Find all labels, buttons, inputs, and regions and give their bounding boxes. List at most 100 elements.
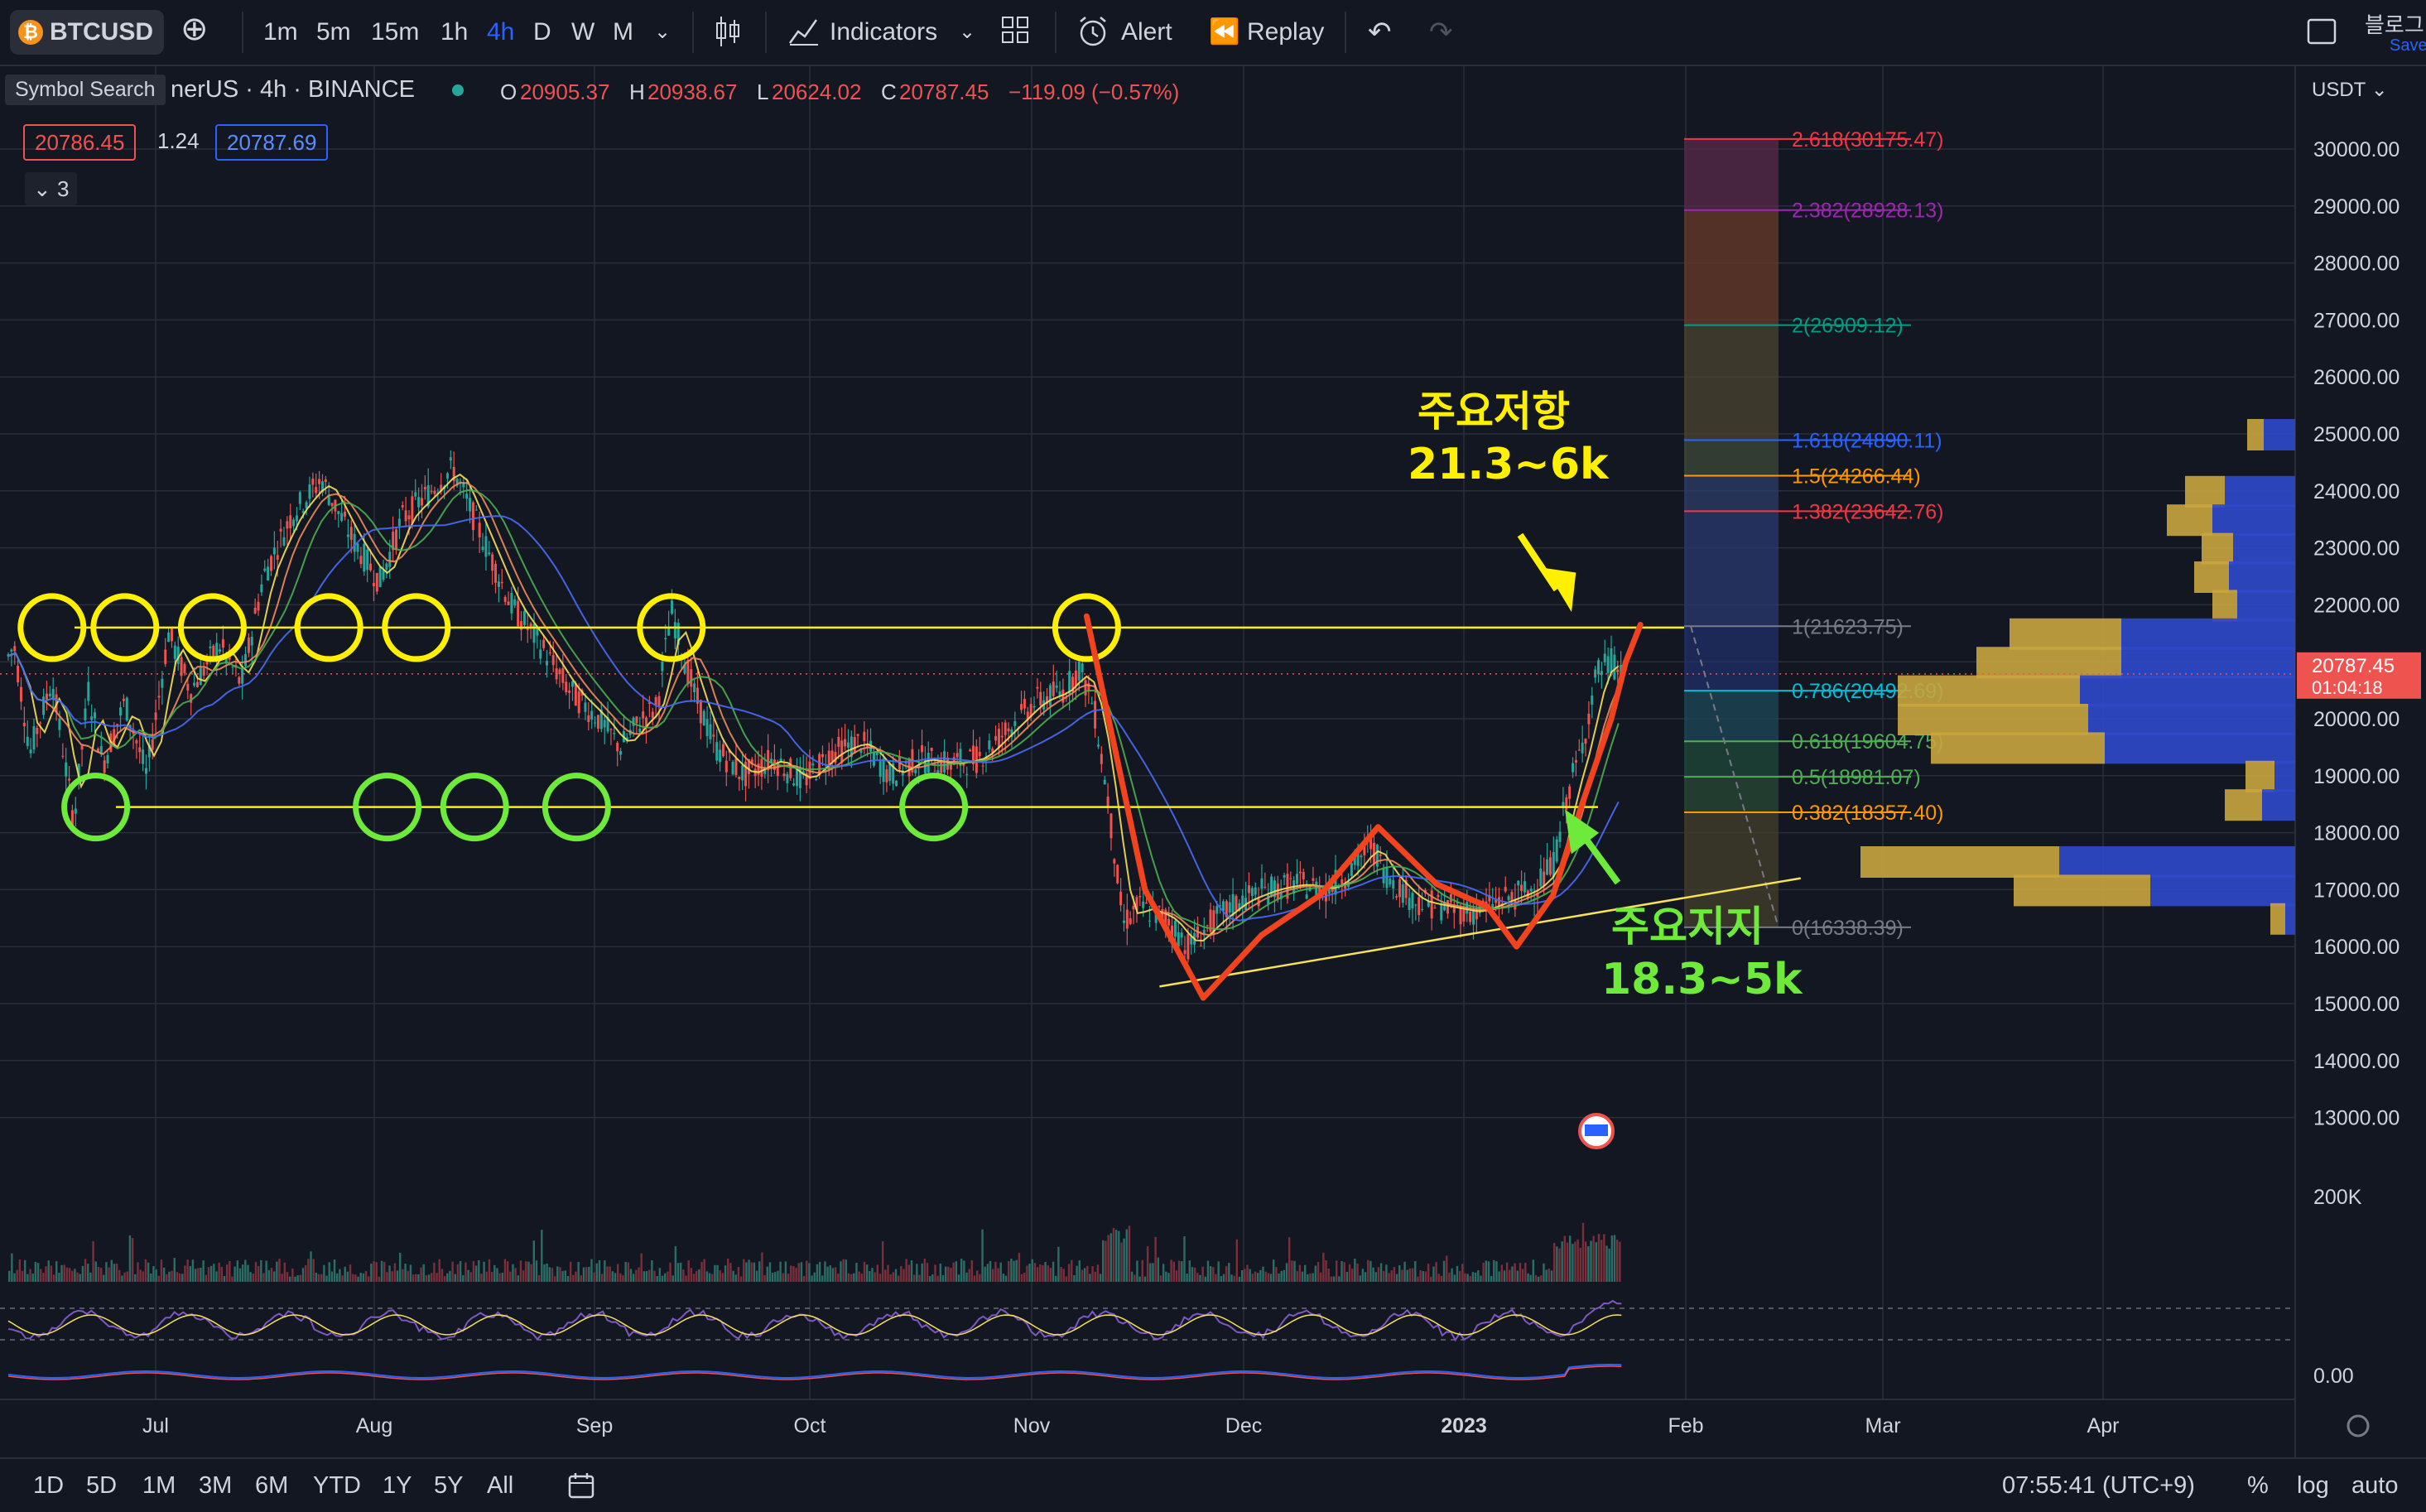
range-1d[interactable]: 1D (33, 1472, 65, 1499)
auto-toggle[interactable]: auto (2351, 1472, 2399, 1499)
indicator-collapse-toggle[interactable]: ⌄ 3 (25, 172, 78, 205)
candle-body (164, 649, 167, 664)
range-1m[interactable]: 1M (142, 1472, 176, 1499)
range-5y[interactable]: 5Y (434, 1472, 464, 1499)
candle-body (507, 601, 510, 605)
candle-body (103, 760, 106, 773)
candle-body (1190, 936, 1193, 945)
volume-bar (50, 1265, 53, 1282)
blog-label[interactable]: 블로그 (2365, 12, 2424, 37)
volume-bar (139, 1269, 142, 1282)
alert-button[interactable]: Alert (1121, 18, 1172, 46)
symbol-selector[interactable]: ₿ BTCUSD (10, 10, 164, 55)
volume-bar (647, 1269, 651, 1282)
interval-1m[interactable]: 1m (263, 18, 298, 46)
candle-body (840, 740, 844, 763)
percent-toggle[interactable]: % (2247, 1472, 2269, 1499)
volume-bar (734, 1274, 737, 1282)
resistance-annotation-range: 21.3~6k (1408, 440, 1610, 489)
calendar-icon[interactable] (566, 1471, 596, 1507)
volume-bar (700, 1261, 703, 1282)
candle-body (349, 527, 353, 540)
log-toggle[interactable]: log (2297, 1472, 2329, 1499)
undo-icon[interactable]: ↶ (1368, 17, 1392, 48)
candle-body (1065, 697, 1068, 699)
volume-bar (527, 1261, 530, 1282)
volume-bar (1608, 1248, 1610, 1282)
interval-d[interactable]: D (533, 18, 551, 46)
volume-bar (1086, 1265, 1089, 1282)
replay-button[interactable]: Replay (1247, 18, 1325, 46)
candle-body (346, 534, 349, 537)
chart-canvas[interactable]: 2.618(30175.47) 2.382(28928.13) 2(26909.12… (0, 66, 2426, 1457)
candle-body (1173, 920, 1177, 937)
vp-up-bar (2225, 789, 2262, 821)
legend-title[interactable]: nerUS · 4h · BINANCE (171, 76, 415, 103)
volume-bar (1259, 1269, 1262, 1282)
current-price-badge (2297, 652, 2421, 699)
candle-body (257, 601, 260, 611)
interval-1h[interactable]: 1h (440, 18, 469, 46)
volume-bar (777, 1270, 779, 1282)
volume-bar (1175, 1270, 1178, 1282)
volume-bar (575, 1271, 577, 1282)
volume-bar (1060, 1266, 1062, 1282)
candle-body (1584, 738, 1587, 744)
volume-bar (1545, 1269, 1548, 1282)
interval-w[interactable]: W (571, 18, 595, 46)
indicators-icon[interactable] (788, 15, 820, 50)
volume-bar (1251, 1274, 1254, 1282)
range-all[interactable]: All (487, 1472, 514, 1499)
volume-bar (249, 1272, 252, 1282)
y-tick-label: 29000.00 (2313, 195, 2400, 219)
x-tick-label: Oct (794, 1414, 826, 1437)
bid-price-box[interactable]: 20786.45 (23, 124, 137, 161)
save-button[interactable]: Save (2390, 36, 2426, 55)
volume-bar (1485, 1260, 1487, 1282)
volume-bar (955, 1261, 958, 1282)
candle-body (1437, 894, 1440, 898)
candle-body (411, 496, 414, 523)
volume-bar (474, 1265, 478, 1282)
vp-up-bar (2194, 561, 2229, 593)
clock-time[interactable]: 07:55:41 (UTC+9) (2002, 1472, 2195, 1499)
volume-bar (391, 1271, 393, 1282)
chevron-down-icon[interactable]: ⌄ (959, 21, 976, 43)
chevron-down-icon[interactable]: ⌄ (654, 21, 671, 43)
layouts-icon[interactable] (1000, 15, 1030, 50)
add-symbol-icon[interactable]: ⊕ (181, 11, 209, 47)
redo-icon[interactable]: ↷ (1429, 17, 1453, 48)
volume-bar (598, 1260, 601, 1282)
candle-body (536, 628, 539, 636)
volume-bar (267, 1269, 271, 1282)
indicators-button[interactable]: Indicators (830, 18, 938, 46)
candle-body (1096, 744, 1100, 747)
candles-icon[interactable] (714, 15, 742, 50)
ask-price-box[interactable]: 20787.69 (215, 124, 329, 161)
volume-bar (1154, 1236, 1157, 1282)
volume-bar (1579, 1247, 1582, 1282)
interval-5m[interactable]: 5m (316, 18, 351, 46)
range-5d[interactable]: 5D (86, 1472, 118, 1499)
interval-4h[interactable]: 4h (487, 18, 515, 46)
range-3m[interactable]: 3M (199, 1472, 233, 1499)
interval-m[interactable]: M (613, 18, 633, 46)
volume-bar (1345, 1272, 1349, 1282)
range-6m[interactable]: 6M (255, 1472, 289, 1499)
candle-body (282, 537, 286, 546)
candle-body (1135, 897, 1138, 911)
range-1y[interactable]: 1Y (383, 1472, 412, 1499)
fullscreen-icon[interactable] (2305, 15, 2338, 50)
candle-body (994, 735, 998, 741)
vp-down-bar (2274, 760, 2295, 792)
interval-15m[interactable]: 15m (371, 18, 420, 46)
range-ytd[interactable]: YTD (313, 1472, 361, 1499)
candle-body (397, 518, 401, 527)
candle-body (1514, 900, 1517, 910)
volume-bar (1615, 1240, 1619, 1282)
settings-gear-icon[interactable] (2347, 1414, 2370, 1437)
volume-bar (1157, 1257, 1159, 1282)
volume-bar (1267, 1273, 1270, 1282)
replay-icon[interactable]: ⏪ (1209, 18, 1240, 46)
alarm-clock-icon[interactable] (1076, 15, 1110, 50)
